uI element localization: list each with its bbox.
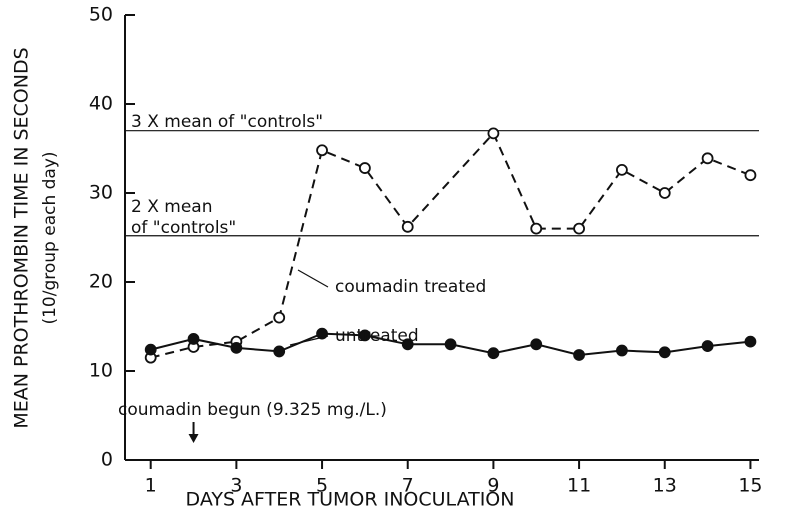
data-point xyxy=(530,222,543,235)
x-axis-label: DAYS AFTER TUMOR INOCULATION xyxy=(186,489,515,511)
data-point xyxy=(487,127,500,140)
data-point xyxy=(273,311,286,324)
legend-label: untreated xyxy=(335,326,419,346)
data-point xyxy=(487,347,500,360)
y-tick-label: 30 xyxy=(89,182,113,204)
y-tick-label: 40 xyxy=(89,93,113,115)
x-tick-label: 13 xyxy=(653,475,677,497)
data-point xyxy=(358,162,371,174)
data-point xyxy=(658,187,671,199)
y-axis-label: (10/group each day) xyxy=(40,151,60,324)
data-point xyxy=(401,338,414,351)
data-point xyxy=(616,163,628,176)
data-point xyxy=(573,349,585,361)
reference-label: 2 X mean xyxy=(131,197,212,217)
y-axis-label: MEAN PROTHROMBIN TIME IN SECONDS xyxy=(11,47,33,428)
data-point xyxy=(744,169,757,182)
data-point xyxy=(316,327,328,340)
leader-line xyxy=(289,335,329,346)
data-point xyxy=(616,344,628,357)
data-point xyxy=(573,222,585,235)
data-point xyxy=(744,335,757,348)
x-tick-label: 15 xyxy=(738,475,762,497)
x-tick-label: 9 xyxy=(487,475,499,497)
data-point xyxy=(530,338,543,351)
arrow-head xyxy=(188,434,199,443)
data-point xyxy=(701,152,714,165)
data-point xyxy=(658,346,671,359)
x-tick-label: 11 xyxy=(567,475,591,497)
legend-label: coumadin treated xyxy=(335,277,486,297)
series-line xyxy=(150,131,751,359)
data-point xyxy=(358,329,371,342)
x-tick-label: 5 xyxy=(316,475,328,497)
data-point xyxy=(144,343,157,356)
x-tick-label: 3 xyxy=(230,475,242,497)
y-tick-label: 50 xyxy=(89,4,113,26)
y-tick-label: 0 xyxy=(101,449,113,471)
reference-label: 3 X mean of "controls" xyxy=(131,112,323,132)
data-point xyxy=(316,144,328,157)
data-point xyxy=(701,340,714,352)
x-tick-label: 7 xyxy=(402,475,414,497)
data-point xyxy=(401,220,414,233)
data-point xyxy=(273,345,286,358)
leader-line xyxy=(297,269,329,288)
reference-label: of "controls" xyxy=(131,218,236,238)
annotation: coumadin begun (9.325 mg./L.) xyxy=(118,400,387,420)
y-tick-label: 10 xyxy=(89,360,113,382)
y-tick-label: 20 xyxy=(89,271,113,293)
data-point xyxy=(187,333,200,345)
data-point xyxy=(230,341,243,354)
data-point xyxy=(444,338,457,351)
x-tick-label: 1 xyxy=(145,475,157,497)
